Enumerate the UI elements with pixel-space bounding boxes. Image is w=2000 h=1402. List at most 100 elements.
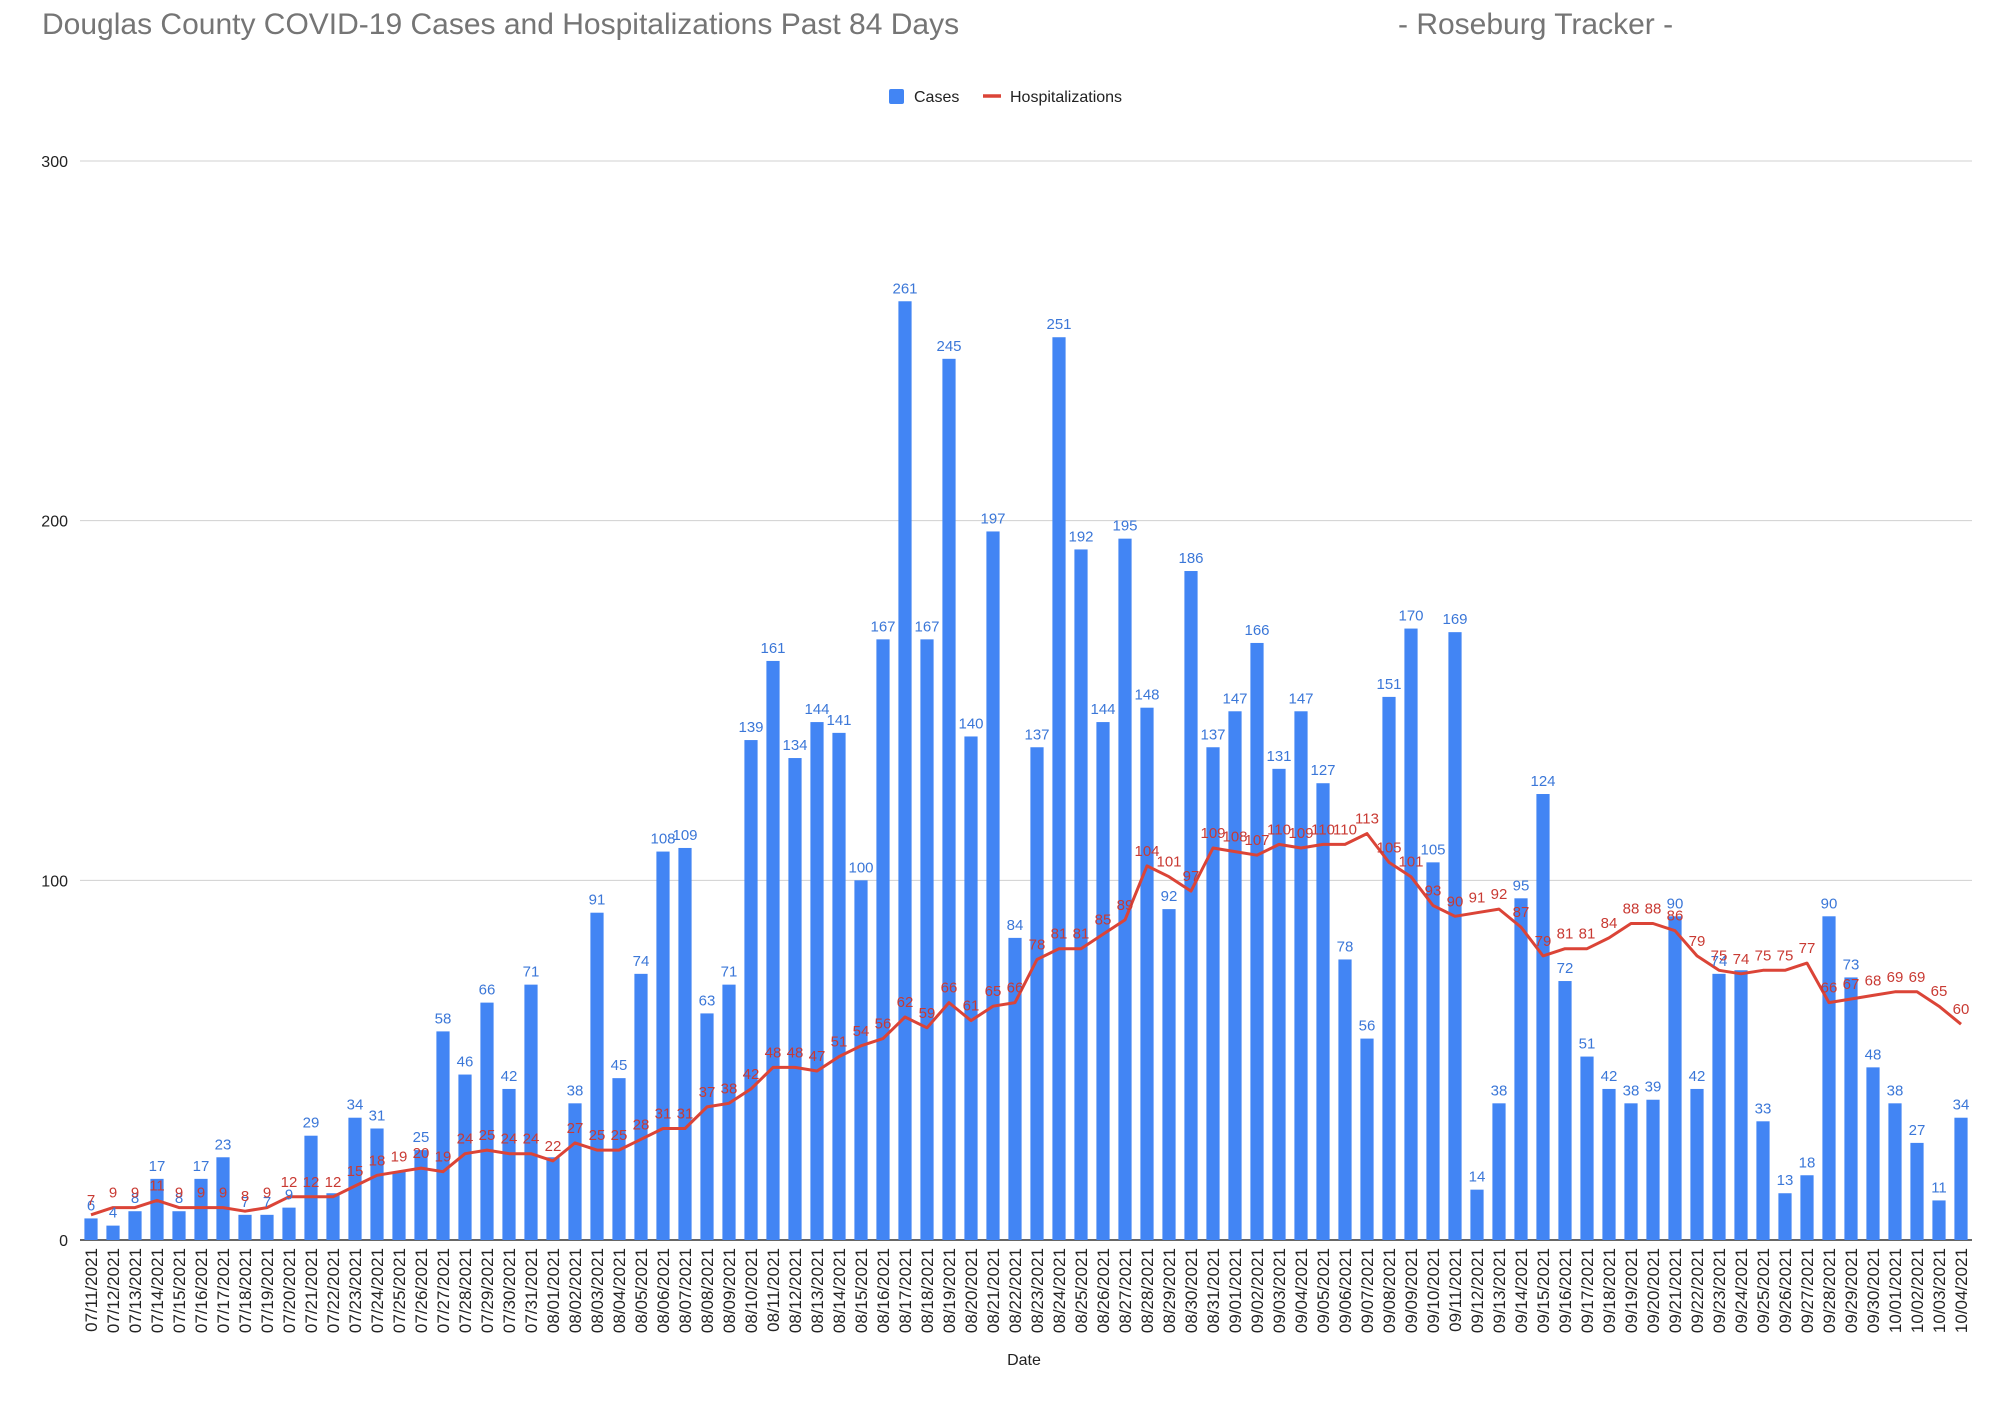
case-value-label: 11 [1931,1179,1947,1196]
hospitalization-value-label: 18 [369,1152,386,1169]
x-tick-label: 07/27/2021 [434,1248,453,1333]
case-value-label: 6 [87,1197,95,1214]
x-tick-label: 09/23/2021 [1710,1248,1729,1333]
hospitalization-value-label: 9 [131,1185,139,1202]
case-value-label: 90 [1821,895,1838,912]
hospitalization-value-label: 78 [1029,936,1046,953]
x-tick-label: 07/24/2021 [368,1248,387,1333]
hospitalizations-line-layer [90,832,1962,1217]
hospitalization-value-label: 84 [1601,915,1618,932]
case-bar [1624,1103,1638,1240]
x-tick-label: 09/24/2021 [1732,1248,1751,1333]
x-tick-label: 10/02/2021 [1908,1248,1927,1333]
x-tick-label: 08/08/2021 [698,1248,717,1333]
case-value-label: 56 [1359,1018,1376,1035]
case-bar [414,1150,428,1240]
x-tick-label: 08/15/2021 [852,1248,871,1333]
x-tick-label: 09/29/2021 [1842,1248,1861,1333]
x-tick-label: 09/11/2021 [1446,1248,1465,1332]
case-bar [722,984,736,1240]
hospitalization-value-label: 75 [1755,947,1772,964]
case-bar [260,1214,274,1240]
x-tick-label: 07/25/2021 [390,1248,409,1333]
x-tick-label: 08/16/2021 [874,1248,893,1333]
case-bar [1052,337,1066,1240]
hospitalization-value-label: 48 [765,1044,782,1061]
x-tick-label: 08/19/2021 [940,1248,959,1333]
case-value-label: 197 [980,510,1005,527]
case-bar [1448,632,1462,1240]
case-value-label: 127 [1310,762,1335,779]
case-bar [986,531,1000,1240]
hospitalization-value-label: 9 [219,1185,227,1202]
case-bar [1514,898,1528,1240]
case-bar [1756,1121,1770,1240]
case-value-label: 95 [1513,877,1530,894]
case-bar [1558,981,1572,1240]
x-tick-label: 09/03/2021 [1270,1248,1289,1333]
case-value-label: 109 [672,827,697,844]
hospitalization-value-label: 60 [1953,1001,1970,1018]
hospitalizations-line [90,832,1962,1217]
case-value-label: 90 [1667,895,1684,912]
hospitalization-value-label: 109 [1288,825,1313,842]
hospitalization-value-label: 75 [1777,947,1794,964]
case-bar [920,639,934,1240]
case-bar [458,1074,472,1240]
y-tick-label: 100 [41,873,68,890]
case-value-label: 38 [567,1082,584,1099]
case-bar [766,660,780,1240]
case-value-label: 91 [589,892,606,909]
case-bar [744,740,758,1240]
hospitalization-value-label: 88 [1623,900,1640,917]
case-bar [1206,747,1220,1240]
case-bar [876,639,890,1240]
x-tick-label: 08/22/2021 [1006,1248,1025,1333]
case-value-label: 186 [1178,550,1203,567]
case-value-label: 71 [523,964,540,981]
case-bar [1800,1175,1814,1240]
x-tick-label: 08/03/2021 [588,1248,607,1333]
legend-cases-swatch [889,89,904,104]
case-bar [436,1031,450,1240]
case-bar [1954,1117,1968,1240]
x-tick-label: 08/13/2021 [808,1248,827,1333]
hospitalization-value-label: 79 [1689,933,1706,950]
x-tick-label: 07/31/2021 [522,1248,541,1333]
hospitalization-value-label: 37 [699,1084,716,1101]
case-bar [326,1193,340,1240]
case-value-label: 161 [760,640,785,657]
x-tick-label: 08/21/2021 [984,1248,1003,1333]
case-bar [810,722,824,1240]
case-bar [392,1171,406,1240]
x-tick-label: 08/17/2021 [896,1248,915,1333]
hospitalization-value-label: 56 [875,1016,892,1033]
x-tick-label: 09/04/2021 [1292,1248,1311,1333]
case-value-label: 124 [1530,773,1555,790]
case-value-label: 17 [149,1158,166,1175]
case-value-label: 25 [413,1129,430,1146]
hospitalization-value-label: 81 [1557,926,1574,943]
hospitalization-value-label: 110 [1333,821,1357,838]
case-bar [568,1103,582,1240]
case-value-label: 8 [175,1190,183,1207]
case-bar [1778,1193,1792,1240]
hospitalization-value-label: 15 [347,1163,364,1180]
hospitalization-value-label: 66 [1007,980,1024,997]
hospitalization-value-label: 81 [1579,926,1596,943]
hospitalization-value-label: 25 [611,1127,628,1144]
x-tick-label: 08/23/2021 [1028,1248,1047,1333]
case-value-label: 144 [1090,701,1115,718]
hospitalization-value-label: 48 [787,1044,804,1061]
x-tick-label: 09/15/2021 [1534,1248,1553,1333]
x-tick-label: 09/09/2021 [1402,1248,1421,1333]
hospitalization-value-label: 93 [1425,883,1442,900]
hospitalization-value-label: 108 [1222,829,1247,846]
x-tick-label: 07/15/2021 [170,1248,189,1333]
x-tick-label: 09/07/2021 [1358,1248,1377,1333]
hospitalization-value-label: 113 [1355,811,1379,828]
legend-hospitalizations-label: Hospitalizations [1010,89,1122,106]
case-value-label: 74 [1711,953,1728,970]
case-value-label: 166 [1244,622,1269,639]
